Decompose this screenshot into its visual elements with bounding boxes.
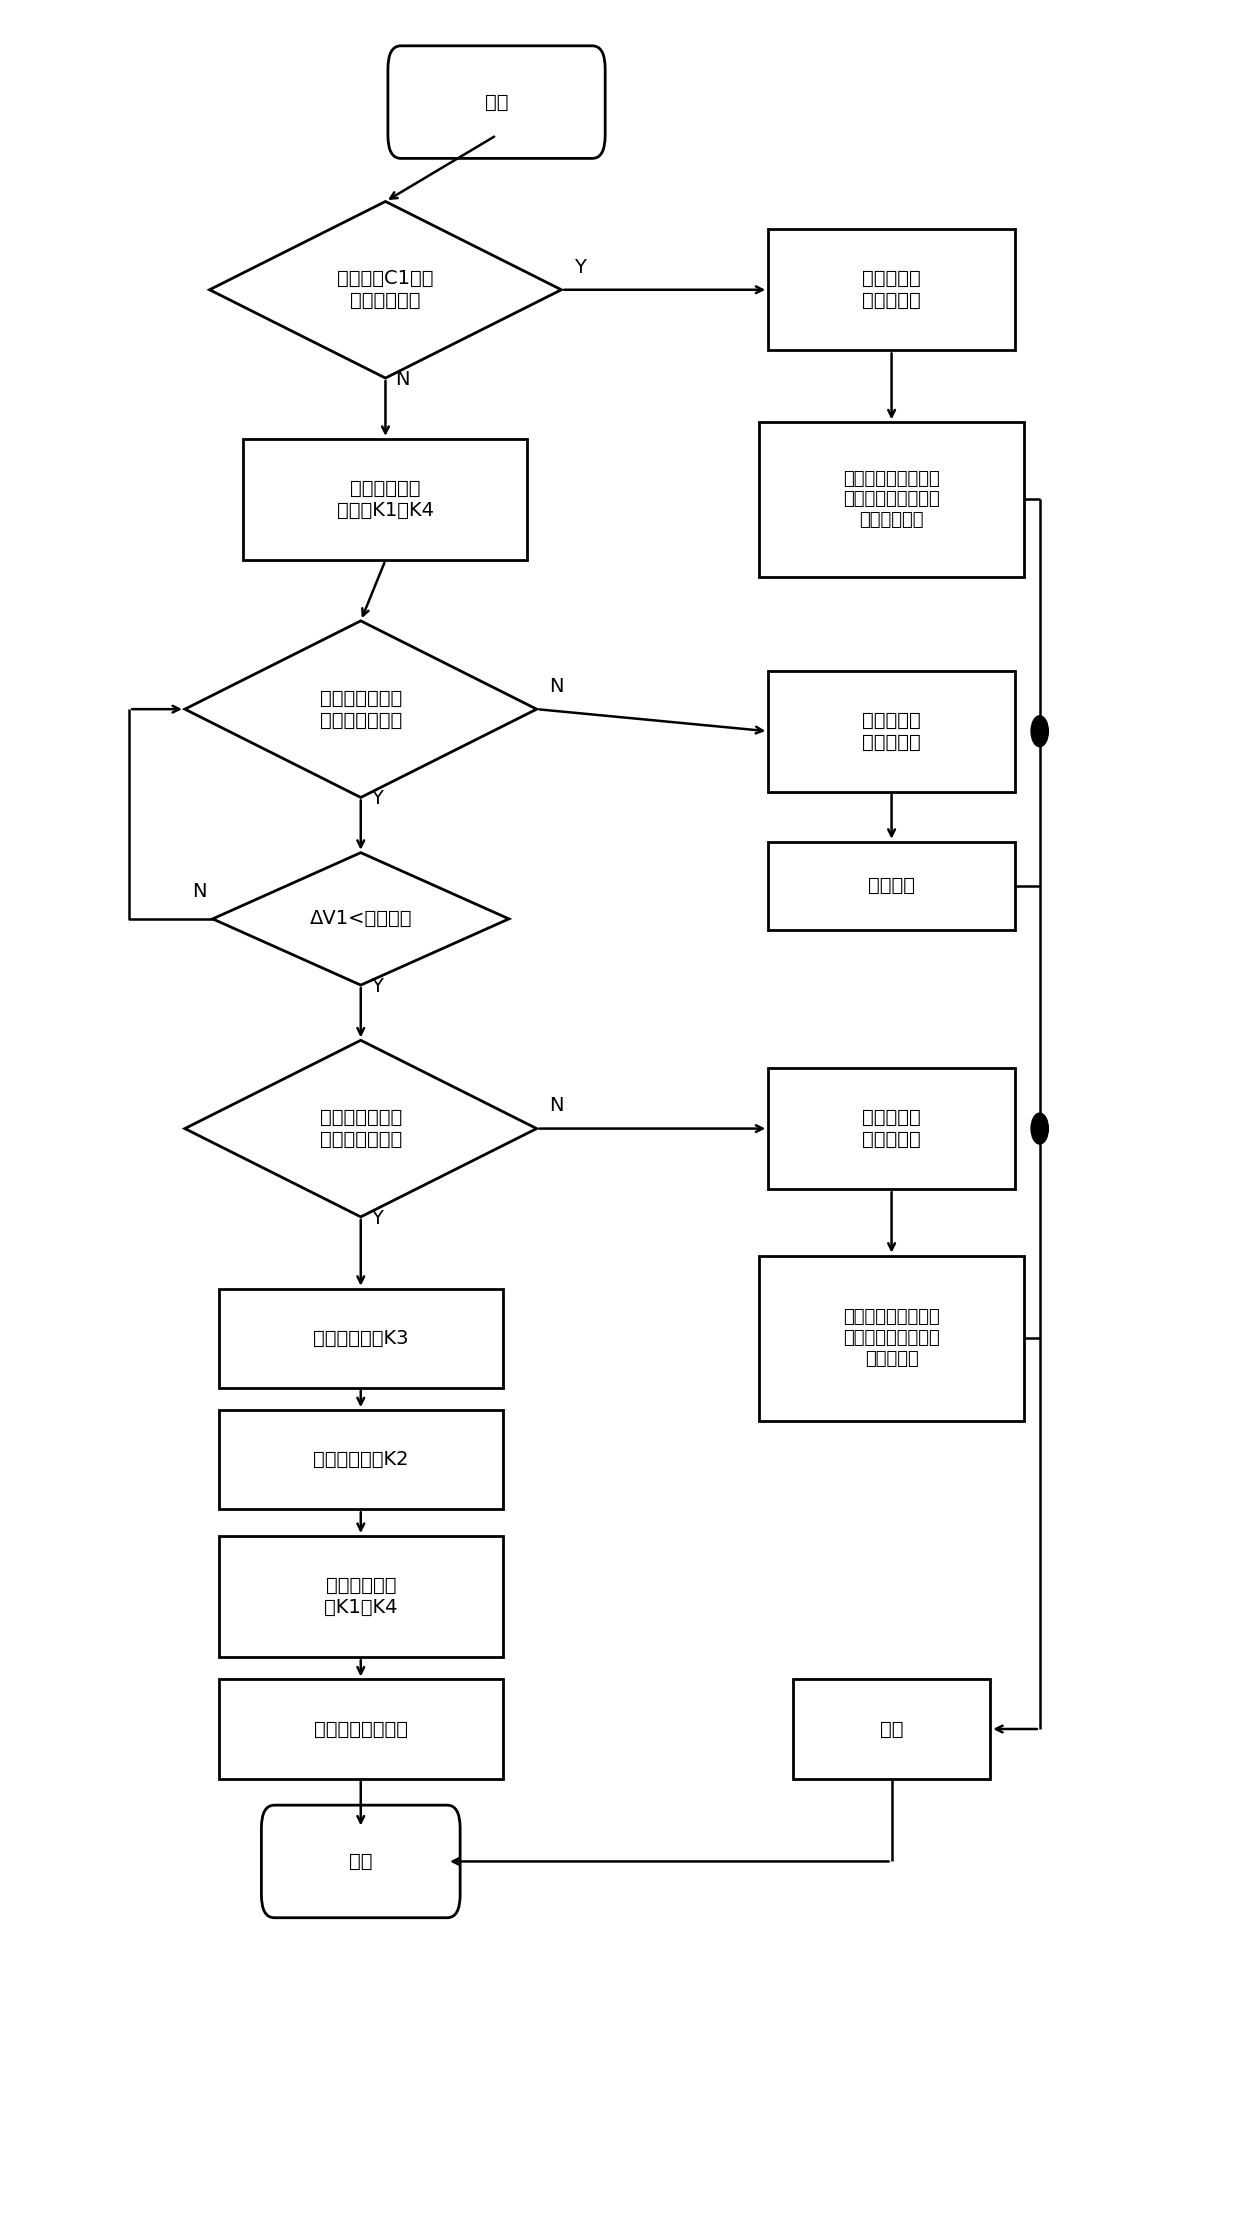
Text: N: N: [192, 883, 207, 901]
Text: 记录故障状
态为错误一: 记录故障状 态为错误一: [862, 270, 921, 310]
Text: ΔV1<预设值？: ΔV1<预设值？: [310, 910, 412, 929]
Bar: [768, 228, 1016, 350]
Text: 断开预充接触
器K1和K4: 断开预充接触 器K1和K4: [324, 1576, 398, 1618]
Text: 预充时间是否小
于预设时间值？: 预充时间是否小 于预设时间值？: [320, 688, 402, 730]
Bar: [759, 1255, 1024, 1421]
Text: 上升速率是否满
足预设速度值？: 上升速率是否满 足预设速度值？: [320, 1109, 402, 1149]
Text: 同时闭合预充
接触器K1和K4: 同时闭合预充 接触器K1和K4: [337, 478, 434, 520]
Bar: [768, 841, 1016, 929]
Text: 记录故障状
态为错误二: 记录故障状 态为错误二: [862, 1109, 921, 1149]
Text: Y: Y: [371, 790, 382, 808]
Text: N: N: [549, 1095, 563, 1115]
Polygon shape: [185, 622, 537, 797]
Bar: [218, 1536, 502, 1658]
Text: 正预充回路或预充回
路中至少有一路接触
器存在故障: 正预充回路或预充回 路中至少有一路接触 器存在故障: [843, 1308, 940, 1368]
Text: Y: Y: [371, 978, 382, 996]
Bar: [243, 438, 527, 560]
Bar: [792, 1680, 991, 1779]
Bar: [759, 423, 1024, 578]
Text: Y: Y: [574, 257, 585, 277]
Text: 进入安全工作模式: 进入安全工作模式: [314, 1720, 408, 1739]
FancyBboxPatch shape: [388, 46, 605, 159]
Bar: [218, 1288, 502, 1388]
Text: N: N: [396, 370, 410, 389]
Bar: [768, 671, 1016, 792]
Text: 记录故障状
态为错误三: 记录故障状 态为错误三: [862, 710, 921, 752]
Text: 预充失败: 预充失败: [868, 876, 915, 896]
Text: 结束: 结束: [348, 1852, 372, 1870]
Text: 开始: 开始: [485, 93, 508, 111]
Polygon shape: [212, 852, 508, 985]
Text: 闭合负接触器K3: 闭合负接触器K3: [312, 1328, 408, 1348]
Circle shape: [1032, 715, 1048, 746]
Text: 正预充回路和预充回
路中均至少有一路接
触器存在故障: 正预充回路和预充回 路中均至少有一路接 触器存在故障: [843, 469, 940, 529]
Text: 容性负载C1两端
是否有电压？: 容性负载C1两端 是否有电压？: [337, 270, 434, 310]
Text: Y: Y: [371, 1208, 382, 1228]
Bar: [768, 1069, 1016, 1188]
Bar: [218, 1410, 502, 1509]
Text: 闭合正接触器K2: 闭合正接触器K2: [312, 1450, 408, 1469]
Text: 报警: 报警: [880, 1720, 903, 1739]
Bar: [218, 1680, 502, 1779]
Polygon shape: [210, 201, 562, 378]
FancyBboxPatch shape: [262, 1806, 460, 1919]
Circle shape: [1032, 1113, 1048, 1144]
Text: N: N: [549, 677, 563, 695]
Polygon shape: [185, 1040, 537, 1217]
